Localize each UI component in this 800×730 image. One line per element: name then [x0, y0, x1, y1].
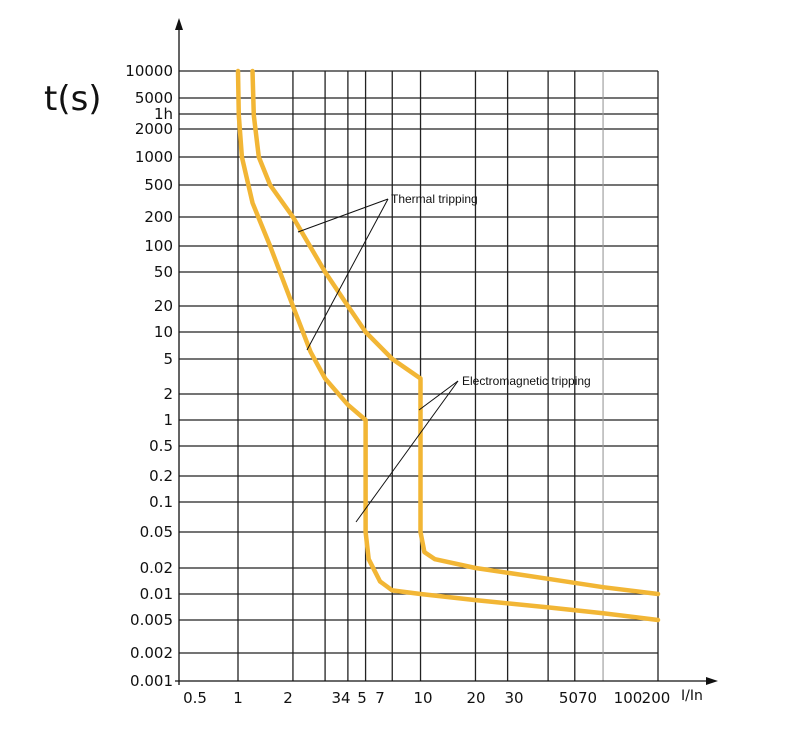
- y-tick-label: 0.005: [130, 611, 173, 629]
- upper-boundary-curve: [250, 68, 661, 597]
- y-tick-label: 10000: [125, 62, 173, 80]
- y-tick-label: 500: [144, 176, 173, 194]
- x-axis-title: I/In: [681, 688, 703, 704]
- curves: [235, 68, 661, 623]
- y-tick-label: 20: [154, 297, 173, 315]
- y-axis-arrow: [175, 18, 183, 30]
- y-tick-label: 5: [163, 350, 173, 368]
- y-axis-title: t(s): [44, 79, 102, 119]
- y-tick-label: 0.001: [130, 672, 173, 690]
- x-tick-label: 2: [283, 689, 293, 707]
- x-tick-label: 1: [233, 689, 243, 707]
- y-tick-label: 0.2: [149, 467, 173, 485]
- em-leader-upper: [418, 380, 459, 411]
- x-tick-label: 34: [331, 689, 350, 707]
- x-tick-label: 5: [357, 689, 367, 707]
- x-tick-label: 30: [504, 689, 523, 707]
- y-tick-label: 10: [154, 323, 173, 341]
- thermal-leader-upper: [297, 198, 389, 233]
- x-tick-label: 0.5: [183, 689, 207, 707]
- y-tick-label: 200: [144, 208, 173, 226]
- y-tick-label: 0.01: [140, 585, 173, 603]
- x-tick-label: 200: [642, 689, 671, 707]
- x-tick-label: 7: [375, 689, 385, 707]
- y-tick-label: 1000: [135, 148, 173, 166]
- lower-boundary-curve: [235, 68, 661, 623]
- y-tick-label: 50: [154, 263, 173, 281]
- annotations: Thermal tripping Electromagnetic trippin…: [297, 192, 591, 523]
- y-tick-label: 0.05: [140, 523, 173, 541]
- y-tick-label: 100: [144, 237, 173, 255]
- thermal-leader-lower: [306, 198, 389, 351]
- em-leader-lower: [355, 380, 459, 523]
- electromagnetic-tripping-label: Electromagnetic tripping: [462, 374, 591, 388]
- y-tick-label: 1: [163, 411, 173, 429]
- x-axis-arrow: [706, 677, 718, 685]
- axes: [175, 18, 718, 685]
- y-tick-label: 2000: [135, 120, 173, 138]
- x-tick-label: 100: [614, 689, 643, 707]
- y-tick-label: 5000: [135, 89, 173, 107]
- y-tick-label: 0.1: [149, 493, 173, 511]
- thermal-tripping-label: Thermal tripping: [391, 192, 478, 206]
- x-tick-label: 10: [413, 689, 432, 707]
- x-tick-label: 5070: [559, 689, 597, 707]
- y-tick-label: 2: [163, 385, 173, 403]
- y-tick-label: 0.02: [140, 559, 173, 577]
- x-tick-label: 20: [466, 689, 485, 707]
- y-tick-label: 0.002: [130, 644, 173, 662]
- y-tick-label: 0.5: [149, 437, 173, 455]
- y-tick-label: 1h: [154, 105, 173, 123]
- x-tick-labels: 0.5 1 2 34 5 7 10 20 30 5070 100 200: [183, 689, 670, 707]
